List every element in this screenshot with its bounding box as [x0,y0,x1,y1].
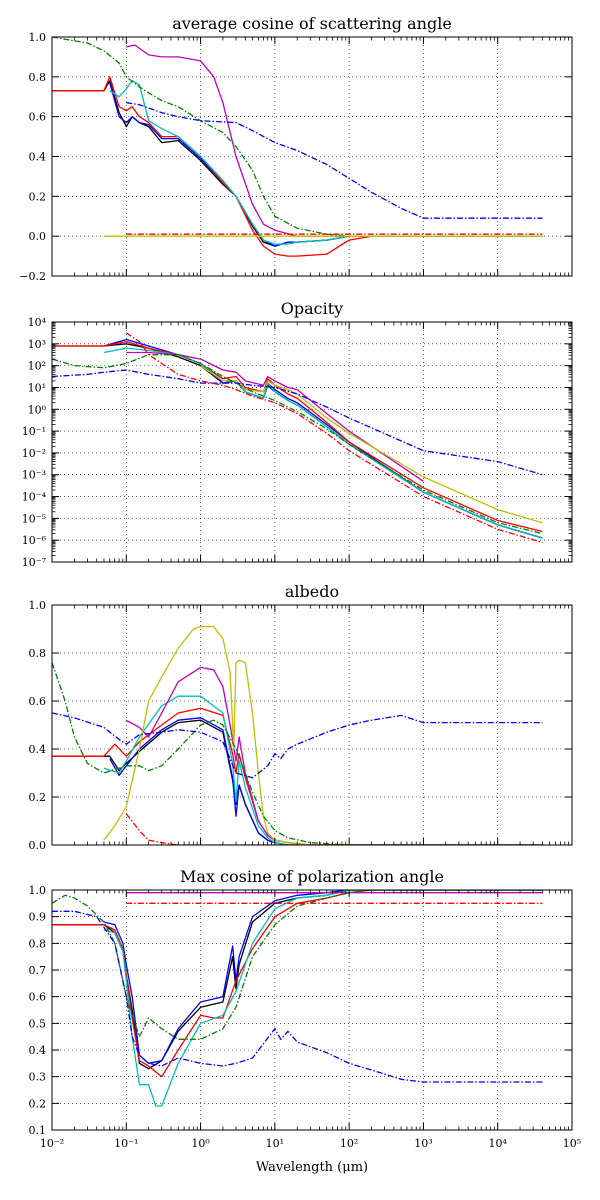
y-tick-label: 10⁻⁷ [22,556,47,569]
x-tick-label: 10¹ [266,1137,284,1150]
y-tick-label: 10⁴ [28,316,47,329]
y-tick-label: 0.2 [29,190,47,203]
y-tick-label: 0.0 [29,230,47,243]
y-tick-label: 10² [28,360,46,373]
panel-title: average cosine of scattering angle [172,14,452,33]
series-line-blue-dashdot [52,712,543,779]
y-tick-label: 0.2 [29,1097,47,1110]
panel-title: Max cosine of polarization angle [180,867,444,886]
x-tick-label: 10⁻¹ [114,1137,138,1150]
y-tick-label: 0.2 [29,791,47,804]
y-tick-label: 1.0 [29,884,47,897]
y-tick-label: 0.3 [29,1071,47,1084]
series-line-blue-dashdot [52,910,543,1083]
x-tick-label: 10⁰ [191,1137,210,1150]
y-tick-label: 0.6 [29,991,47,1004]
y-tick-label: 10⁻¹ [22,425,46,438]
y-tick-label: 0.1 [29,1124,47,1137]
x-tick-label: 10³ [414,1137,432,1150]
plot-area [52,322,572,562]
y-tick-label: 0.8 [29,647,47,660]
y-tick-label: 0.0 [29,839,47,852]
axes-frame [51,604,573,846]
y-tick-label: 0.7 [29,964,47,977]
series-line-blue-dashdot [52,369,543,476]
series-group [52,37,543,257]
y-tick-label: 10⁻⁶ [22,534,47,547]
panel-title: albedo [285,582,339,601]
x-tick-label: 10⁻² [40,1137,64,1150]
y-tick-label: 1.0 [29,31,47,44]
series-line-blue-dashdot [126,102,543,219]
y-tick-label: 10⁰ [28,403,47,416]
series-group [52,890,543,1107]
series-line-red-dashdot [125,332,543,544]
y-tick-label: 10³ [28,338,46,351]
y-tick-label: 0.4 [29,743,47,756]
y-tick-label: 10¹ [28,381,46,394]
y-tick-label: 0.6 [29,111,47,124]
x-tick-label: 10² [340,1137,358,1150]
series-line-green-dashdot [52,890,543,1040]
x-axis-label: Wavelength (μm) [256,1160,368,1175]
y-tick-label: 0.8 [29,71,47,84]
series-line-green-dashdot [52,37,543,237]
series-group [52,332,543,544]
y-tick-label: 0.4 [29,151,47,164]
panel-2: 10⁻⁷ 10⁻⁶ 10⁻⁵ 10⁻⁴ 10⁻³ 10⁻² 10⁻¹ 10⁰ 10¹ 10² 10³… [22,299,573,569]
y-tick-label: 10⁻⁵ [22,512,46,525]
y-tick-label: 0.6 [29,695,47,708]
y-tick-label: 0.5 [29,1017,47,1030]
axes-frame [51,889,573,1131]
series-line-cyan [103,695,543,845]
y-tick-label: 10⁻⁴ [22,491,47,504]
plot-area [52,605,572,845]
panel-title: Opacity [281,299,343,318]
series-line-magenta [126,351,424,482]
y-tick-label: 0.9 [29,911,47,924]
y-tick-label: 10⁻³ [22,469,46,482]
y-tick-label: 0.8 [29,937,47,950]
y-tick-label: 1.0 [29,599,47,612]
plot-area [52,890,572,1130]
panel-4: 0.1 0.2 0.3 0.4 0.5 0.6 0.7 0.8 0.9 1.0 Max cosine… [29,867,582,1175]
y-tick-label: 0.4 [29,1044,47,1057]
series-line-red [52,76,543,257]
axes-frame [51,321,573,563]
x-tick-label: 10⁵ [563,1137,581,1150]
series-line-yellow [200,365,543,524]
y-tick-label: 10⁻² [22,447,46,460]
series-line-yellow [103,625,543,845]
series-line-cyan [109,80,543,245]
x-tick-label: 10⁴ [489,1137,508,1150]
panel-1: −0.2 0.0 0.2 0.4 0.6 0.8 1.0 average cosine of … [19,14,573,283]
series-line-green-dashdot [52,662,543,845]
y-tick-label: −0.2 [19,270,46,283]
panel-3: 0.0 0.2 0.4 0.6 0.8 1.0 albedo [29,582,573,852]
